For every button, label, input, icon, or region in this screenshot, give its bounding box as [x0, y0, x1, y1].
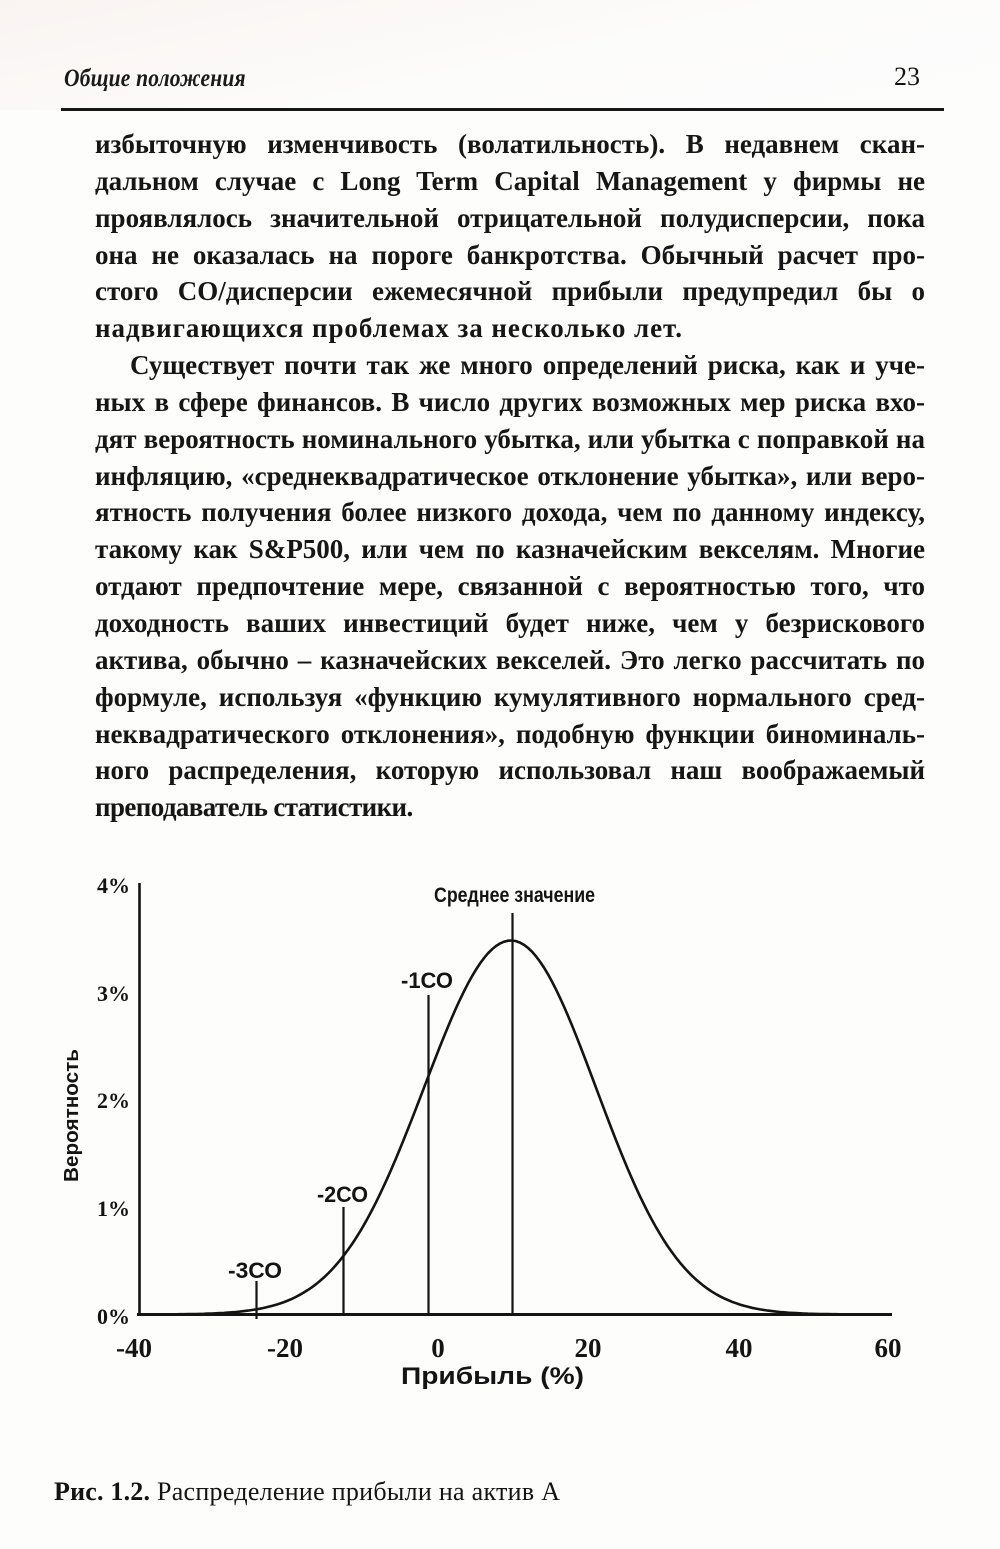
svg-text:40: 40	[726, 1333, 753, 1363]
svg-text:Среднее значение: Среднее значение	[434, 884, 595, 907]
svg-text:4%: 4%	[97, 873, 130, 898]
svg-text:-3СО: -3СО	[228, 1258, 282, 1283]
svg-text:-1СО: -1СО	[401, 968, 453, 993]
svg-text:2%: 2%	[97, 1088, 130, 1113]
svg-text:20: 20	[575, 1333, 602, 1363]
svg-text:Вероятность: Вероятность	[61, 1049, 83, 1182]
svg-text:-2СО: -2СО	[317, 1182, 368, 1207]
svg-text:Прибыль (%): Прибыль (%)	[401, 1363, 584, 1390]
svg-text:0: 0	[431, 1333, 445, 1363]
svg-text:-20: -20	[267, 1333, 303, 1363]
svg-text:0%: 0%	[97, 1304, 130, 1329]
svg-text:1%: 1%	[97, 1196, 130, 1221]
svg-text:3%: 3%	[97, 981, 130, 1006]
svg-text:-40: -40	[116, 1333, 152, 1363]
svg-text:60: 60	[875, 1333, 902, 1363]
